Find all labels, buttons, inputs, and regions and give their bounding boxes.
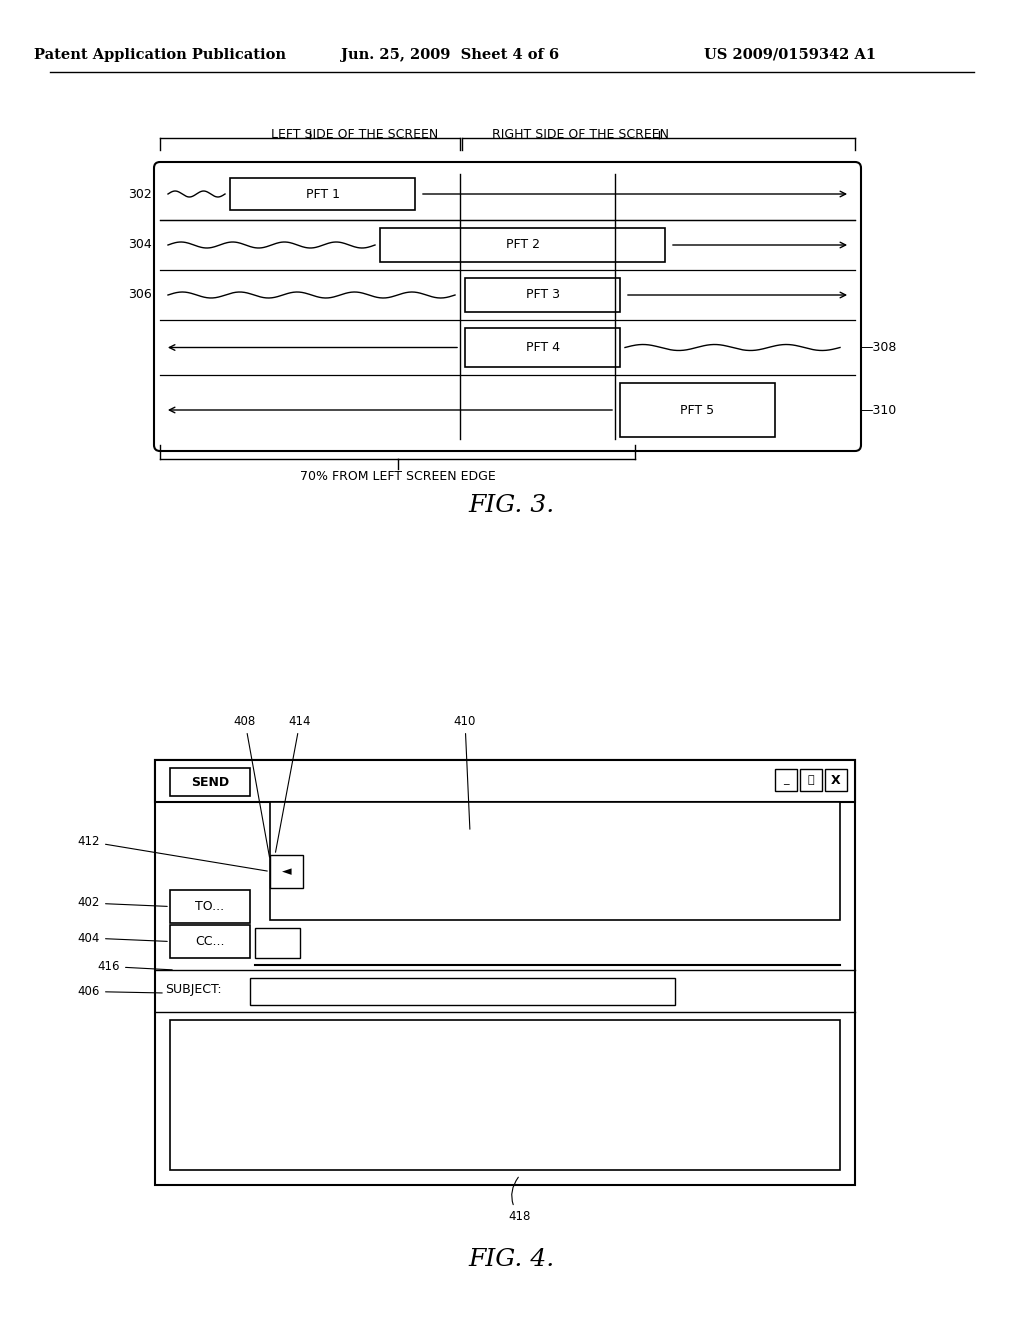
Bar xyxy=(155,760,855,1185)
Text: PFT 1: PFT 1 xyxy=(305,187,340,201)
Text: LEFT SIDE OF THE SCREEN: LEFT SIDE OF THE SCREEN xyxy=(271,128,438,141)
Text: 408: 408 xyxy=(233,715,269,857)
Bar xyxy=(465,279,620,312)
Text: Patent Application Publication: Patent Application Publication xyxy=(34,48,286,62)
Text: 412: 412 xyxy=(78,836,267,871)
Text: 406: 406 xyxy=(78,985,162,998)
Text: SEND: SEND xyxy=(190,776,229,788)
Text: 302: 302 xyxy=(128,187,152,201)
Bar xyxy=(170,1020,840,1170)
Bar xyxy=(270,855,303,888)
Text: 402: 402 xyxy=(78,896,167,909)
Bar xyxy=(270,803,840,920)
Text: —310: —310 xyxy=(860,404,896,417)
Text: 306: 306 xyxy=(128,289,152,301)
Text: 304: 304 xyxy=(128,239,152,252)
Bar xyxy=(170,890,250,923)
Text: —308: —308 xyxy=(860,341,896,354)
Text: PFT 3: PFT 3 xyxy=(525,289,559,301)
Text: _: _ xyxy=(783,775,788,785)
Bar xyxy=(155,760,855,803)
Text: FIG. 4.: FIG. 4. xyxy=(469,1249,555,1271)
Text: CC...: CC... xyxy=(196,935,224,948)
Bar xyxy=(170,925,250,958)
Bar xyxy=(250,978,675,1005)
Bar xyxy=(255,928,300,958)
Text: 410: 410 xyxy=(454,715,476,829)
Text: Jun. 25, 2009  Sheet 4 of 6: Jun. 25, 2009 Sheet 4 of 6 xyxy=(341,48,559,62)
Bar xyxy=(775,770,797,791)
Bar xyxy=(620,383,775,437)
Text: ◄: ◄ xyxy=(282,865,291,878)
Text: 416: 416 xyxy=(97,960,172,973)
Bar xyxy=(825,770,847,791)
Text: PFT 5: PFT 5 xyxy=(680,404,715,417)
Text: 418: 418 xyxy=(509,1177,531,1224)
Text: X: X xyxy=(831,774,841,787)
Bar xyxy=(170,768,250,796)
Text: TO...: TO... xyxy=(196,900,224,913)
Text: PFT 2: PFT 2 xyxy=(506,239,540,252)
Text: 414: 414 xyxy=(275,715,311,853)
Text: US 2009/0159342 A1: US 2009/0159342 A1 xyxy=(703,48,877,62)
Bar xyxy=(800,770,822,791)
Bar xyxy=(465,327,620,367)
Text: 404: 404 xyxy=(78,932,167,945)
FancyBboxPatch shape xyxy=(154,162,861,451)
Text: PFT 4: PFT 4 xyxy=(525,341,559,354)
Text: 70% FROM LEFT SCREEN EDGE: 70% FROM LEFT SCREEN EDGE xyxy=(300,470,496,483)
Text: RIGHT SIDE OF THE SCREEN: RIGHT SIDE OF THE SCREEN xyxy=(492,128,669,141)
Text: ⧈: ⧈ xyxy=(808,775,814,785)
Text: SUBJECT:: SUBJECT: xyxy=(165,983,221,997)
Bar xyxy=(380,228,665,261)
Bar xyxy=(230,178,415,210)
Text: FIG. 3.: FIG. 3. xyxy=(469,494,555,516)
